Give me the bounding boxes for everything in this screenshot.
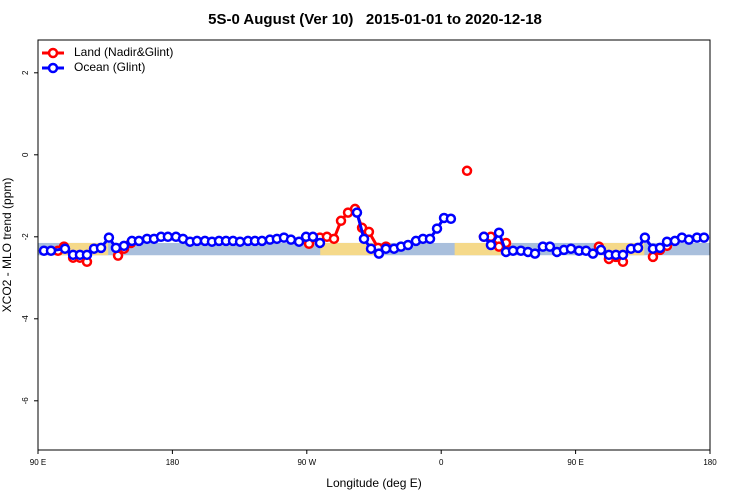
data-point <box>118 240 130 252</box>
x-tick-label: 90 E <box>30 458 46 467</box>
data-point <box>293 236 305 247</box>
data-point <box>95 242 107 254</box>
x-tick-label: 90 E <box>567 458 583 467</box>
legend-marker <box>47 47 59 59</box>
data-point <box>485 239 497 251</box>
plot-frame <box>37 39 711 451</box>
data-point <box>328 233 340 245</box>
data-point <box>493 227 505 238</box>
data-point <box>81 249 93 261</box>
data-point <box>683 234 695 245</box>
y-tick-label: 0 <box>21 152 30 157</box>
data-point <box>565 243 577 254</box>
legend-marker <box>47 62 59 74</box>
data-point <box>133 235 145 247</box>
data-point <box>373 248 385 259</box>
data-point <box>587 248 599 259</box>
data-point <box>285 234 297 245</box>
y-tick-label: 2 <box>21 70 30 75</box>
data-point <box>380 243 392 254</box>
data-point <box>162 231 174 243</box>
data-point <box>632 242 644 254</box>
x-tick-label: 180 <box>703 458 717 467</box>
data-point <box>617 249 629 261</box>
data-point <box>363 226 375 238</box>
data-point <box>544 241 556 252</box>
x-tick-label: 0 <box>439 458 444 467</box>
data-point <box>307 231 319 243</box>
data-point <box>698 232 710 243</box>
data-point <box>314 237 326 249</box>
y-tick-label: -2 <box>21 233 30 241</box>
data-point <box>335 215 347 227</box>
y-axis-label: XCO2 - MLO trend (ppm) <box>0 178 14 313</box>
data-point <box>59 243 71 254</box>
legend-label: Ocean (Glint) <box>74 60 145 74</box>
data-point <box>431 223 443 234</box>
data-point <box>365 243 377 254</box>
data-point <box>402 239 414 251</box>
data-point <box>639 232 651 243</box>
data-point <box>424 233 436 245</box>
data-point <box>351 207 363 218</box>
data-point <box>256 235 268 247</box>
data-point <box>358 233 370 245</box>
legend-label: Land (Nadir&Glint) <box>74 45 173 59</box>
data-point <box>529 248 541 259</box>
data-point <box>445 213 457 225</box>
data-point <box>110 242 122 254</box>
data-point <box>45 245 57 256</box>
data-point <box>103 232 115 243</box>
data-point <box>647 251 659 263</box>
chart-title: 5S-0 August (Ver 10) 2015-01-01 to 2020-… <box>208 11 542 28</box>
data-point <box>595 244 607 256</box>
data-point <box>654 242 666 254</box>
data-point <box>478 231 490 243</box>
data-point <box>461 165 473 177</box>
land-band <box>320 242 376 256</box>
y-tick-label: -6 <box>21 397 30 405</box>
x-tick-label: 90 W <box>297 458 316 467</box>
x-axis-label: Longitude (deg E) <box>326 476 421 490</box>
x-tick-label: 180 <box>166 458 180 467</box>
y-tick-label: -4 <box>21 315 30 323</box>
